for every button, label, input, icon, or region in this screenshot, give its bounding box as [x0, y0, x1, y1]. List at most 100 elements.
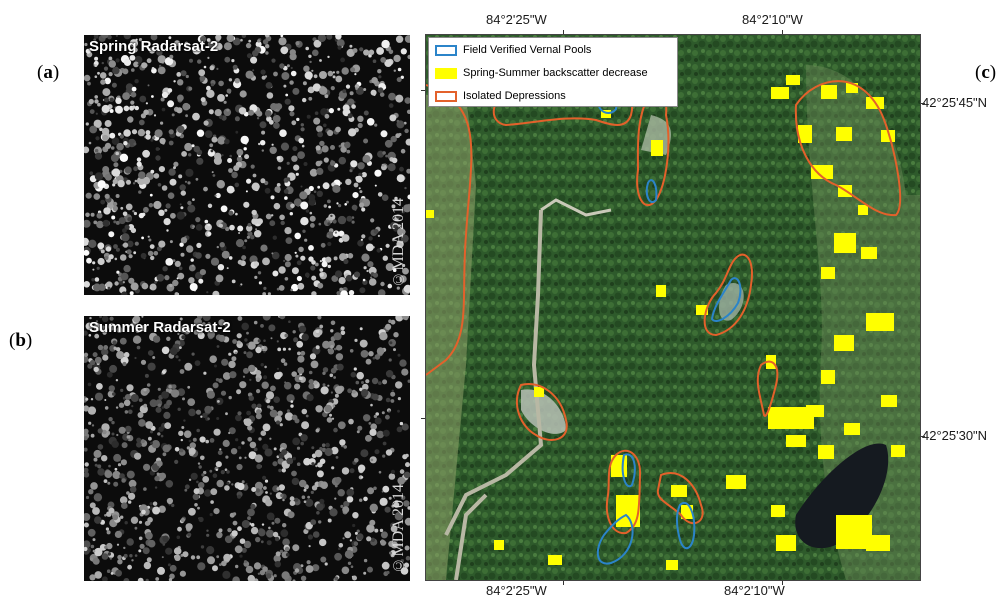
speckle: [327, 264, 331, 269]
speckle: [369, 456, 377, 464]
speckle: [112, 66, 120, 75]
speckle: [104, 256, 109, 260]
speckle: [271, 143, 274, 146]
speckle: [106, 530, 111, 535]
speckle: [313, 39, 322, 48]
clearing: [719, 283, 744, 321]
speckle: [180, 190, 186, 196]
speckle: [312, 564, 320, 572]
speckle: [109, 557, 113, 560]
speckle: [272, 235, 277, 240]
speckle: [280, 46, 289, 55]
speckle: [216, 531, 223, 539]
speckle: [185, 114, 188, 118]
speckle: [362, 154, 371, 163]
speckle: [203, 470, 207, 475]
speckle: [220, 205, 228, 213]
speckle: [338, 144, 342, 148]
speckle: [253, 562, 262, 570]
speckle: [374, 123, 378, 127]
speckle: [311, 446, 315, 450]
speckle: [209, 513, 213, 517]
speckle: [313, 117, 321, 125]
speckle: [404, 97, 410, 104]
speckle: [178, 359, 181, 362]
speckle: [174, 447, 180, 452]
speckle: [356, 533, 364, 541]
meadow-area: [426, 95, 476, 580]
speckle: [293, 198, 302, 207]
speckle: [172, 259, 176, 262]
speckle: [145, 134, 151, 140]
speckle: [262, 475, 267, 480]
speckle: [400, 234, 409, 243]
speckle: [207, 223, 211, 227]
speckle: [243, 147, 247, 151]
speckle: [84, 436, 88, 441]
speckle: [308, 379, 314, 385]
speckle: [127, 564, 132, 570]
speckle: [84, 42, 88, 47]
speckle: [107, 390, 115, 398]
speckle: [300, 350, 306, 356]
speckle: [373, 229, 379, 234]
speckle: [402, 263, 406, 268]
speckle: [275, 551, 281, 557]
speckle: [358, 187, 361, 190]
panel-label-c: (c): [975, 62, 997, 83]
speckle: [245, 70, 254, 79]
speckle: [316, 190, 323, 197]
speckle: [126, 538, 134, 546]
speckle: [345, 274, 353, 282]
speckle: [111, 168, 121, 177]
speckle: [182, 397, 185, 401]
speckle: [332, 404, 336, 408]
speckle: [179, 203, 182, 206]
speckle: [108, 72, 113, 77]
speckle: [194, 360, 201, 366]
speckle: [303, 162, 308, 166]
speckle: [116, 142, 124, 151]
speckle: [319, 268, 324, 272]
speckle: [367, 566, 373, 573]
speckle: [315, 464, 318, 468]
speckle: [124, 394, 131, 400]
speckle: [168, 129, 174, 135]
speckle: [193, 145, 201, 153]
speckle: [84, 146, 90, 154]
speckle: [155, 147, 160, 151]
speckle: [90, 433, 95, 438]
speckle: [215, 192, 221, 199]
speckle: [143, 487, 147, 491]
speckle: [368, 236, 373, 241]
speckle: [188, 408, 196, 417]
speckle: [390, 391, 396, 397]
speckle: [260, 178, 266, 184]
speckle: [212, 382, 219, 389]
speckle: [157, 432, 161, 436]
speckle: [140, 359, 147, 365]
speckle: [172, 279, 179, 287]
speckle: [204, 219, 209, 224]
speckle: [180, 517, 186, 523]
speckle: [109, 316, 114, 321]
speckle: [215, 42, 223, 51]
speckle: [222, 439, 230, 447]
speckle: [88, 334, 92, 337]
speckle: [126, 179, 131, 185]
speckle: [202, 476, 210, 483]
speckle: [176, 277, 179, 280]
speckle: [104, 97, 109, 103]
speckle: [218, 319, 225, 326]
speckle: [404, 517, 410, 526]
speckle: [229, 154, 232, 158]
speckle: [380, 540, 387, 546]
speckle: [262, 498, 266, 503]
speckle: [103, 345, 109, 350]
speckle: [113, 220, 117, 224]
speckle: [219, 563, 222, 566]
speckle: [336, 202, 339, 205]
speckle: [212, 174, 216, 177]
speckle: [120, 388, 124, 392]
speckle: [164, 208, 168, 212]
